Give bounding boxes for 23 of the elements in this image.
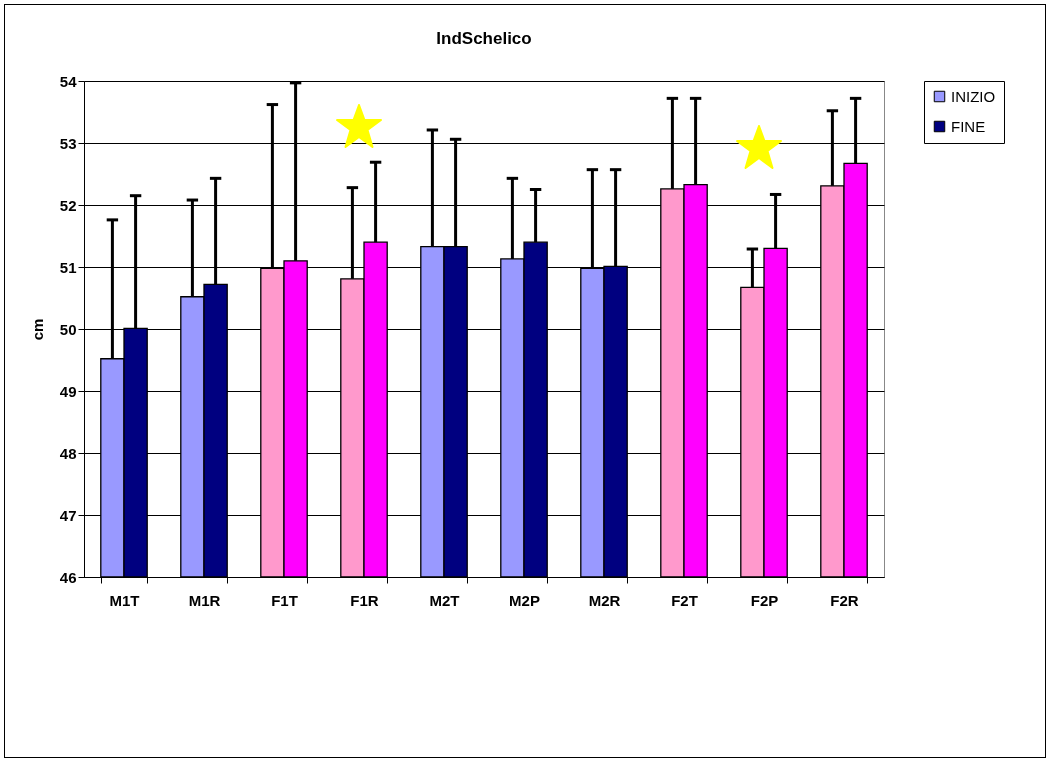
y-tick-label: 52: [59, 196, 77, 214]
legend-label: FINE: [951, 117, 986, 135]
y-tick-label: 47: [59, 506, 77, 524]
x-tick-label: F1R: [350, 591, 379, 609]
y-tick-label: 51: [59, 258, 77, 276]
x-tick-label: M2R: [588, 591, 621, 609]
x-tick-label: M1R: [188, 591, 221, 609]
y-tick-label: 46: [59, 568, 77, 586]
y-tick-label: 53: [59, 134, 77, 152]
x-tick-label: M1T: [109, 591, 140, 609]
y-axis-title: cm: [28, 318, 46, 341]
x-tick-label: M2P: [509, 591, 540, 609]
chart-title: IndSchelico: [436, 29, 532, 48]
x-tick-label: F2T: [671, 591, 698, 609]
y-tick-label: 49: [59, 382, 77, 400]
x-tick-label: F2P: [750, 591, 779, 609]
y-tick-label: 54: [59, 72, 78, 90]
y-tick-label: 48: [59, 444, 77, 462]
legend-label: INIZIO: [951, 87, 996, 105]
x-tick-label: F2R: [830, 591, 859, 609]
x-tick-label: M2T: [429, 591, 460, 609]
y-tick-label: 50: [59, 320, 77, 338]
x-tick-label: F1T: [271, 591, 298, 609]
